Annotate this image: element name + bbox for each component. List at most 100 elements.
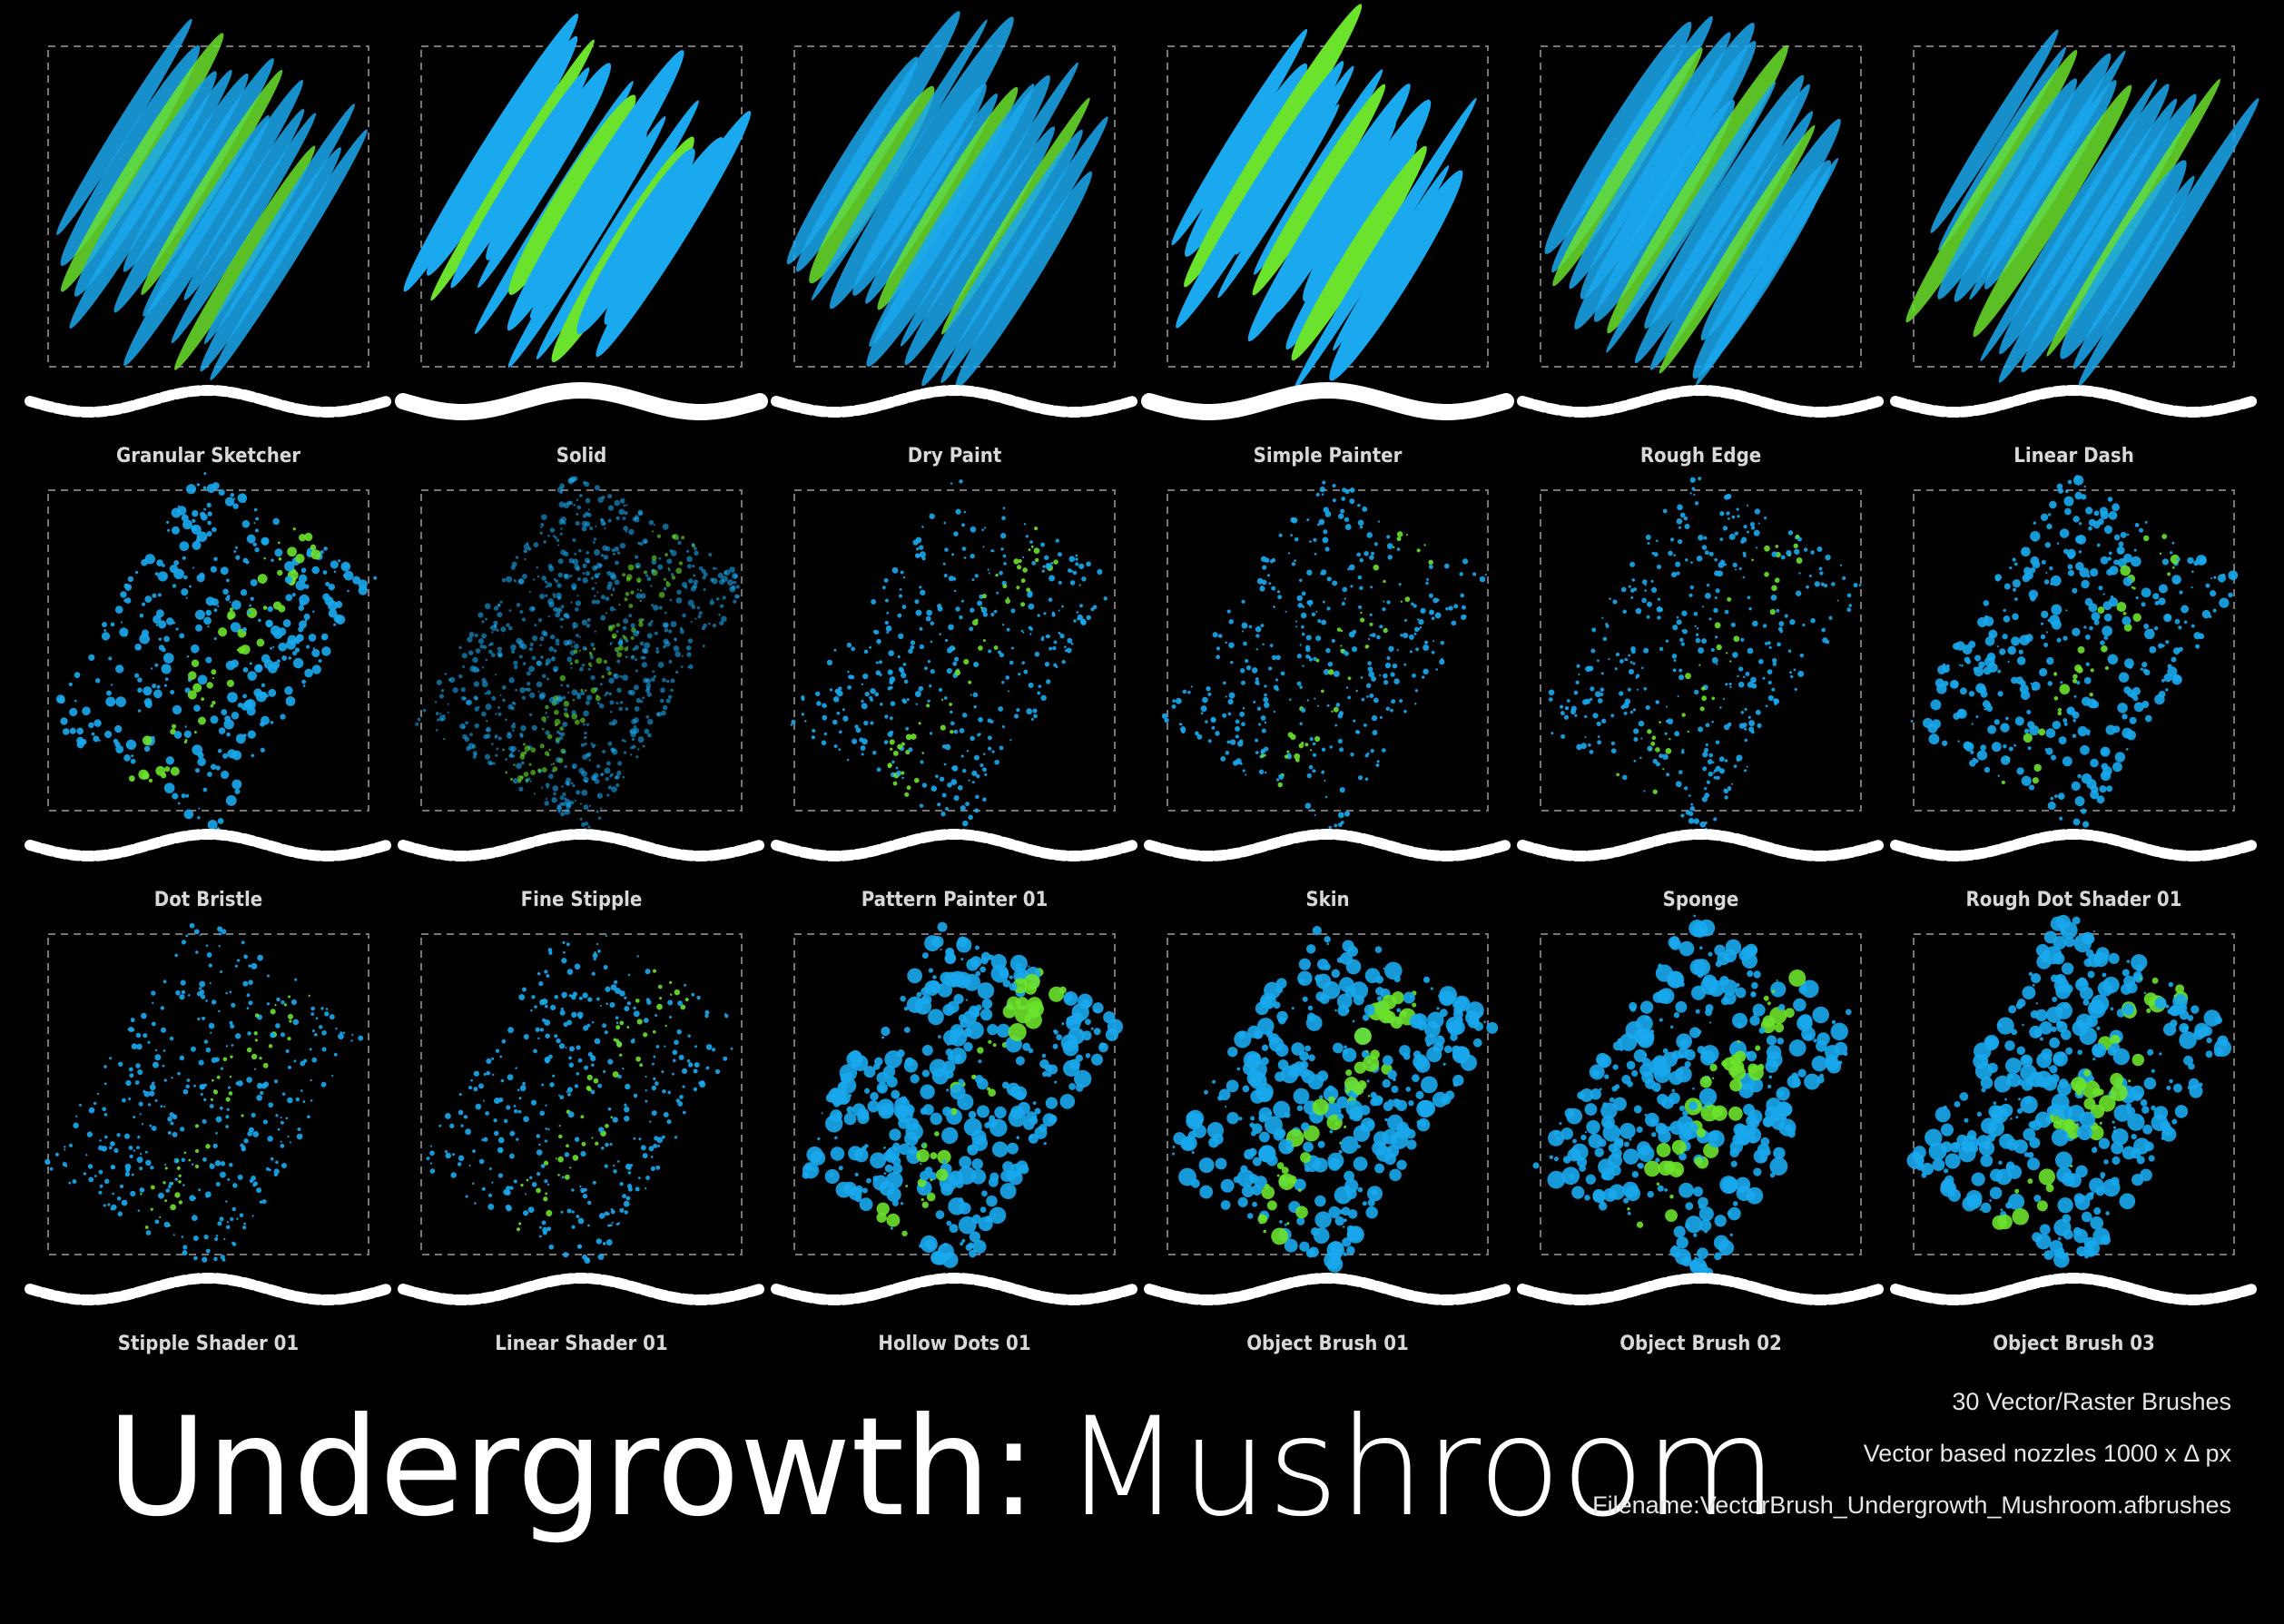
- dot: [1375, 763, 1380, 767]
- dot: [915, 703, 918, 705]
- dot: [585, 497, 591, 504]
- dot: [207, 820, 218, 831]
- dot: [590, 674, 596, 681]
- dot: [574, 644, 579, 649]
- dot: [1005, 675, 1010, 680]
- dot: [913, 777, 920, 783]
- dot: [519, 753, 526, 760]
- dot: [916, 553, 921, 558]
- dot: [462, 725, 466, 729]
- dot: [194, 768, 201, 773]
- dot: [553, 649, 557, 653]
- stroke: [2060, 160, 2187, 359]
- dot: [534, 624, 537, 627]
- dot: [694, 617, 697, 620]
- dot: [501, 577, 507, 583]
- dot: [1052, 645, 1057, 651]
- dot: [630, 623, 635, 628]
- dot: [212, 482, 220, 490]
- dot: [260, 691, 268, 700]
- dot: [559, 617, 564, 622]
- stroke: [2078, 98, 2259, 387]
- dot: [1222, 681, 1226, 685]
- dot: [115, 696, 126, 707]
- dot: [594, 573, 600, 579]
- dot: [953, 794, 960, 802]
- dot: [435, 729, 438, 732]
- dot: [1396, 536, 1402, 542]
- dot: [550, 763, 553, 766]
- dot: [461, 653, 468, 659]
- dot: [574, 719, 580, 725]
- dot: [634, 705, 640, 712]
- dot: [635, 697, 642, 704]
- dot: [915, 609, 922, 616]
- dot: [154, 572, 159, 576]
- dot: [1007, 596, 1009, 599]
- dot: [709, 600, 715, 605]
- dot: [492, 762, 496, 765]
- dot: [554, 709, 559, 715]
- stroke: [450, 67, 590, 289]
- dot: [486, 720, 488, 723]
- dot: [512, 729, 515, 732]
- dot: [254, 528, 259, 533]
- dot: [220, 770, 230, 780]
- dot: [1280, 671, 1285, 676]
- dot: [663, 645, 666, 649]
- dot: [698, 611, 703, 615]
- dot: [596, 591, 599, 594]
- dot: [192, 566, 195, 569]
- stroke-sample: [1517, 384, 1885, 418]
- dot: [1020, 578, 1026, 584]
- dot: [323, 546, 328, 551]
- dot: [154, 663, 159, 667]
- dot: [415, 722, 419, 726]
- stroke: [1984, 80, 2117, 290]
- dot: [559, 491, 563, 495]
- stroke: [940, 116, 1108, 383]
- dot: [571, 689, 578, 696]
- dot: [1296, 654, 1303, 659]
- dot: [1075, 557, 1078, 561]
- dot: [1239, 711, 1245, 717]
- dot: [711, 577, 718, 585]
- dot: [272, 645, 275, 648]
- dot: [1273, 684, 1279, 691]
- dot: [811, 735, 815, 740]
- dot: [545, 658, 552, 664]
- dot: [1412, 673, 1416, 678]
- dot: [902, 663, 907, 666]
- stroke: [904, 126, 1056, 366]
- dot: [82, 706, 91, 716]
- dot: [638, 618, 644, 624]
- dot: [605, 546, 611, 552]
- dot: [481, 711, 487, 717]
- dot: [548, 646, 555, 652]
- dot: [651, 559, 657, 566]
- dot: [488, 649, 493, 655]
- dot: [884, 598, 889, 603]
- dot: [1061, 605, 1064, 608]
- dot: [1032, 708, 1038, 714]
- dot: [513, 664, 518, 670]
- dot: [1403, 710, 1407, 714]
- dot: [804, 720, 807, 723]
- dot: [619, 497, 625, 504]
- dot: [644, 642, 651, 649]
- dot: [717, 572, 724, 579]
- dot: [608, 692, 613, 696]
- brush-cell: Granular Sketcher: [25, 18, 392, 468]
- dot: [1058, 632, 1061, 635]
- dot: [452, 687, 458, 694]
- dot: [500, 626, 507, 633]
- dot: [1245, 664, 1252, 671]
- dot: [560, 549, 566, 556]
- dot: [499, 600, 503, 604]
- dot: [132, 778, 134, 782]
- dot: [692, 564, 695, 568]
- dot: [586, 551, 590, 555]
- dot: [615, 774, 620, 780]
- dot: [156, 684, 161, 689]
- dot: [721, 615, 727, 623]
